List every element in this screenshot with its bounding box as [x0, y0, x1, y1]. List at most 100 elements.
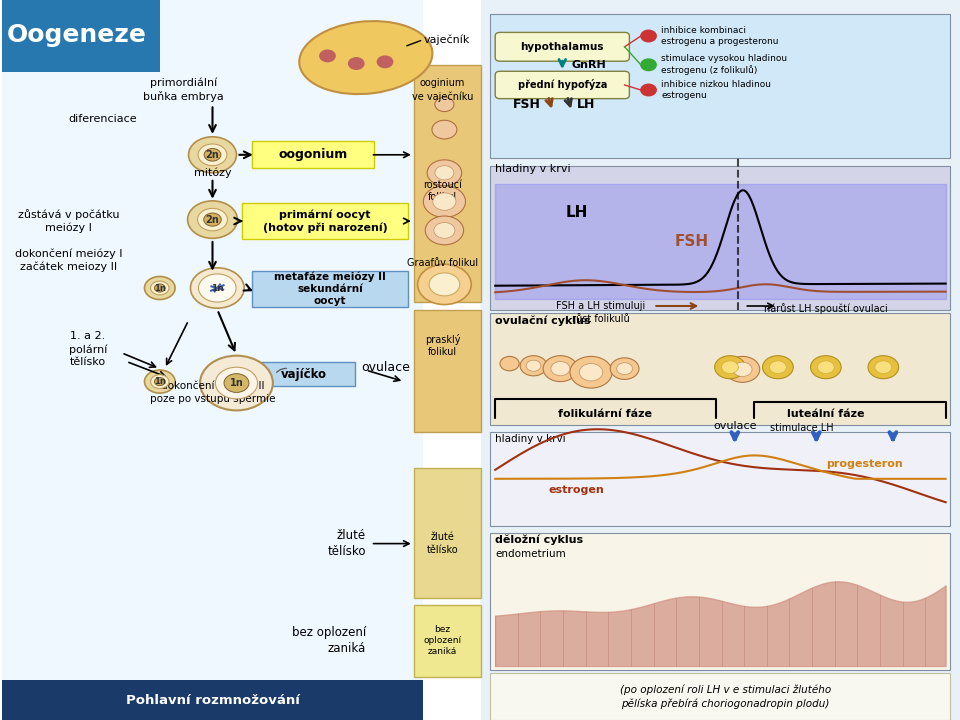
Circle shape [215, 367, 257, 399]
Text: 2n: 2n [205, 215, 220, 225]
Circle shape [551, 361, 570, 376]
Circle shape [204, 213, 221, 226]
FancyBboxPatch shape [495, 32, 630, 61]
Circle shape [423, 186, 466, 217]
Circle shape [144, 370, 175, 393]
Text: 2n: 2n [205, 150, 220, 160]
Text: 1n: 1n [154, 377, 166, 386]
Text: rostoucí
folikul: rostoucí folikul [423, 179, 462, 202]
Text: diferenciace: diferenciace [68, 114, 136, 124]
FancyBboxPatch shape [252, 271, 408, 307]
Text: inhibice kombinaci
estrogenu a progesteronu: inhibice kombinaci estrogenu a progester… [661, 26, 779, 46]
Text: Oogeneze: Oogeneze [7, 22, 146, 47]
Text: inhibice nizkou hladinou
estrogenu: inhibice nizkou hladinou estrogenu [661, 80, 771, 100]
Circle shape [198, 144, 227, 166]
Circle shape [732, 362, 752, 377]
Circle shape [144, 276, 175, 300]
Circle shape [543, 356, 578, 382]
Text: LH: LH [577, 98, 595, 111]
Text: prasklý
folikul: prasklý folikul [424, 334, 460, 357]
Text: ovulace: ovulace [361, 361, 410, 374]
FancyBboxPatch shape [491, 166, 950, 310]
Text: mitózy: mitózy [194, 168, 231, 178]
Text: estrogen: estrogen [549, 485, 605, 495]
FancyBboxPatch shape [252, 141, 374, 168]
Text: metafáze meiózy II
sekundární
oocyt: metafáze meiózy II sekundární oocyt [274, 271, 386, 307]
Text: 1n: 1n [211, 284, 224, 292]
Text: žluté
tělísko: žluté tělísko [327, 529, 366, 558]
FancyBboxPatch shape [414, 65, 481, 302]
Circle shape [433, 193, 456, 210]
Text: 1. a 2.
polární
tělísko: 1. a 2. polární tělísko [69, 331, 108, 367]
Circle shape [435, 97, 454, 112]
Circle shape [187, 201, 237, 238]
Circle shape [425, 216, 464, 245]
FancyBboxPatch shape [414, 310, 481, 432]
Circle shape [151, 374, 169, 389]
Circle shape [432, 120, 457, 139]
Circle shape [722, 361, 738, 374]
Text: GnRH: GnRH [572, 60, 607, 70]
Circle shape [151, 281, 169, 295]
Text: přední hypofýza: přední hypofýza [517, 79, 607, 91]
Circle shape [204, 148, 221, 161]
FancyBboxPatch shape [495, 71, 630, 99]
Circle shape [418, 264, 471, 305]
Circle shape [641, 30, 657, 42]
FancyBboxPatch shape [2, 0, 423, 720]
Text: FSH: FSH [513, 98, 540, 111]
Text: bez oplození
zaniká: bez oplození zaniká [292, 626, 366, 655]
Text: luteální fáze: luteální fáze [787, 409, 865, 419]
Circle shape [224, 374, 249, 392]
Circle shape [526, 360, 540, 372]
Circle shape [348, 53, 364, 64]
FancyBboxPatch shape [242, 203, 408, 239]
Text: dokončení meiózy II
poze po vstupu spermie: dokončení meiózy II poze po vstupu sperm… [150, 381, 276, 404]
FancyBboxPatch shape [2, 0, 159, 72]
Text: FSH: FSH [675, 234, 708, 248]
Text: hladiny v krvi: hladiny v krvi [495, 164, 571, 174]
Text: Pohlavní rozmnožování: Pohlavní rozmnožování [126, 694, 300, 707]
Text: ovulace: ovulace [713, 421, 756, 431]
FancyBboxPatch shape [252, 362, 355, 386]
Circle shape [434, 222, 455, 238]
Text: stimulace vysokou hladinou
estrogenu (z folikulů): stimulace vysokou hladinou estrogenu (z … [661, 54, 787, 76]
Ellipse shape [300, 21, 432, 94]
Text: hypothalamus: hypothalamus [520, 42, 604, 52]
Circle shape [427, 160, 462, 186]
Circle shape [429, 273, 460, 296]
FancyBboxPatch shape [491, 14, 950, 158]
Text: oogonium: oogonium [278, 148, 348, 161]
Circle shape [199, 274, 236, 302]
Circle shape [500, 356, 519, 371]
Circle shape [520, 356, 547, 376]
Circle shape [616, 363, 633, 374]
Text: progesteron: progesteron [826, 459, 902, 469]
FancyBboxPatch shape [491, 533, 950, 670]
Circle shape [155, 377, 165, 386]
Circle shape [200, 356, 273, 410]
Text: LH: LH [565, 205, 588, 220]
Circle shape [810, 356, 841, 379]
Circle shape [875, 361, 892, 374]
Text: 1n: 1n [229, 378, 243, 388]
FancyBboxPatch shape [491, 313, 950, 425]
Circle shape [641, 59, 657, 71]
Text: stimulace LH: stimulace LH [770, 423, 833, 433]
FancyBboxPatch shape [414, 468, 481, 598]
Circle shape [762, 356, 793, 379]
FancyBboxPatch shape [491, 432, 950, 526]
Text: (po oplození roli LH v e stimulaci žlutého
pělíska přebírá choriogonadropin plod: (po oplození roli LH v e stimulaci žluté… [619, 685, 830, 709]
Circle shape [198, 208, 228, 231]
Text: Graafův folikul: Graafův folikul [407, 258, 478, 268]
Text: dokončení meiózy I
začátek meiozy II: dokončení meiózy I začátek meiozy II [15, 249, 123, 272]
Circle shape [725, 356, 759, 382]
Text: hladiny v krvi: hladiny v krvi [495, 434, 565, 444]
FancyBboxPatch shape [2, 680, 423, 720]
Text: žluté
tělísko: žluté tělísko [426, 532, 458, 555]
Text: vaječník: vaječník [423, 35, 469, 45]
Circle shape [714, 356, 745, 379]
Text: ooginium
ve vaječníku: ooginium ve vaječníku [412, 78, 473, 102]
Circle shape [868, 356, 899, 379]
Circle shape [580, 364, 603, 381]
